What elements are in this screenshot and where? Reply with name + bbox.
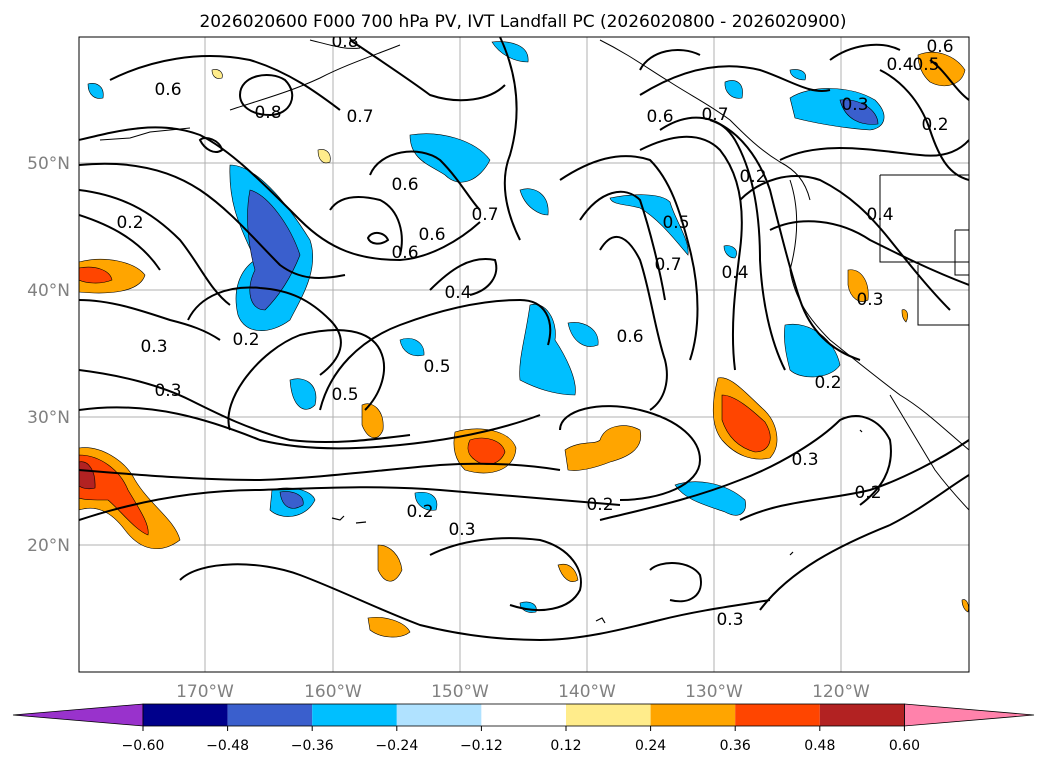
- colorbar-tick-label: −0.48: [206, 738, 249, 754]
- contour-label: 0.2: [406, 502, 433, 522]
- contour-label: 0.3: [448, 520, 475, 540]
- contour-label: 0.2: [739, 167, 766, 187]
- contour-label: 0.6: [391, 243, 418, 263]
- contour-label: 0.2: [232, 330, 259, 350]
- colorbar-tick-label: −0.12: [460, 738, 503, 754]
- colorbar-tick-label: 0.48: [804, 738, 835, 754]
- contour-label: 0.5: [331, 385, 358, 405]
- contour-label: 0.6: [646, 107, 673, 127]
- negative-anomaly-region: [409, 133, 491, 183]
- colorbar-segment: [650, 704, 736, 726]
- lon-label: 160°W: [304, 682, 362, 702]
- contour-label: 0.7: [471, 205, 498, 225]
- contour-label: 0.7: [346, 107, 373, 127]
- lon-label: 120°W: [812, 682, 870, 702]
- colorbar-segment: [735, 704, 820, 726]
- contour-label: 0.7: [701, 105, 728, 125]
- colorbar-tick-label: 0.36: [720, 738, 751, 754]
- contour-label: 0.7: [654, 255, 681, 275]
- colorbar-segment: [819, 704, 905, 726]
- contour-label: 0.5: [662, 213, 689, 233]
- latitude-labels: 50°N 40°N 30°N 20°N: [27, 154, 70, 556]
- lon-label: 170°W: [176, 682, 234, 702]
- colorbar-segment: [312, 704, 397, 726]
- contour-label: 0.3: [716, 610, 743, 630]
- coastlines: [99, 39, 969, 511]
- colorbar-segment: [143, 704, 228, 726]
- colorbar-tick-label: 0.24: [635, 738, 666, 754]
- colorbar-tick-label: −0.60: [122, 738, 165, 754]
- contour-label: 0.3: [791, 450, 818, 470]
- contour-label: 0.3: [140, 337, 167, 357]
- contour-labels: 0.6 0.8 0.7 0.6 0.8 0.6 0.7 0.6 0.5 0.7 …: [116, 32, 953, 630]
- contour-label: 0.8: [331, 32, 358, 52]
- pv-contours: [79, 37, 969, 642]
- contour-label: 0.3: [856, 290, 883, 310]
- contour-label: 0.6: [418, 225, 445, 245]
- contour-label: 0.3: [154, 381, 181, 401]
- colorbar-tick-label: 0.60: [889, 738, 920, 754]
- contour-label: 0.3: [841, 95, 868, 115]
- lat-label: 30°N: [27, 408, 70, 428]
- map-plot-area: 0.6 0.8 0.7 0.6 0.8 0.6 0.7 0.6 0.5 0.7 …: [79, 32, 969, 672]
- lat-label: 40°N: [27, 281, 70, 301]
- longitude-labels: 170°W 160°W 150°W 140°W 130°W 120°W: [176, 682, 870, 702]
- contour-label: 0.5: [423, 357, 450, 377]
- contour-label: 0.2: [814, 373, 841, 393]
- colorbar-extend-low: [12, 703, 144, 727]
- colorbar-segment: [481, 704, 566, 726]
- contour-label: 0.2: [921, 115, 948, 135]
- contour-label: 0.4: [721, 263, 748, 283]
- colorbar-segment: [566, 704, 651, 726]
- contour-label: 0.2: [854, 483, 881, 503]
- colorbar-segment: [396, 704, 482, 726]
- colorbar-tick-label: −0.36: [291, 738, 334, 754]
- contour-label: 0.6: [154, 80, 181, 100]
- contour-label: 0.2: [116, 213, 143, 233]
- contour-label: 0.6: [391, 175, 418, 195]
- colorbar: −0.60 −0.48 −0.36 −0.24 −0.12 0.12 0.24 0.36 0.4…: [12, 703, 1035, 754]
- colorbar-tick-label: −0.24: [375, 738, 418, 754]
- lon-label: 150°W: [431, 682, 489, 702]
- plot-frame: [78, 36, 970, 673]
- map-title: 2026020600 F000 700 hPa PV, IVT Landfall…: [199, 12, 846, 32]
- lon-label: 130°W: [685, 682, 743, 702]
- contour-label: 0.8: [254, 103, 281, 123]
- lat-label: 20°N: [27, 536, 70, 556]
- contour-label: 0.4: [886, 55, 913, 75]
- contour-label: 0.6: [616, 327, 643, 347]
- lat-label: 50°N: [27, 154, 70, 174]
- colorbar-segment: [227, 704, 313, 726]
- contour-label: 0.2: [586, 495, 613, 515]
- colorbar-tick-label: 0.12: [550, 738, 581, 754]
- contour-label: 0.4: [444, 283, 471, 303]
- contour-label: 0.6: [926, 37, 953, 57]
- negative-anomaly-region: [519, 303, 576, 396]
- colorbar-frame: [142, 703, 905, 727]
- ivt-shading: [79, 41, 969, 638]
- contour-label: 0.5: [912, 55, 939, 75]
- contour-label: 0.4: [866, 205, 893, 225]
- islands: [331, 429, 863, 624]
- lon-label: 140°W: [558, 682, 616, 702]
- colorbar-extend-high: [904, 703, 1035, 727]
